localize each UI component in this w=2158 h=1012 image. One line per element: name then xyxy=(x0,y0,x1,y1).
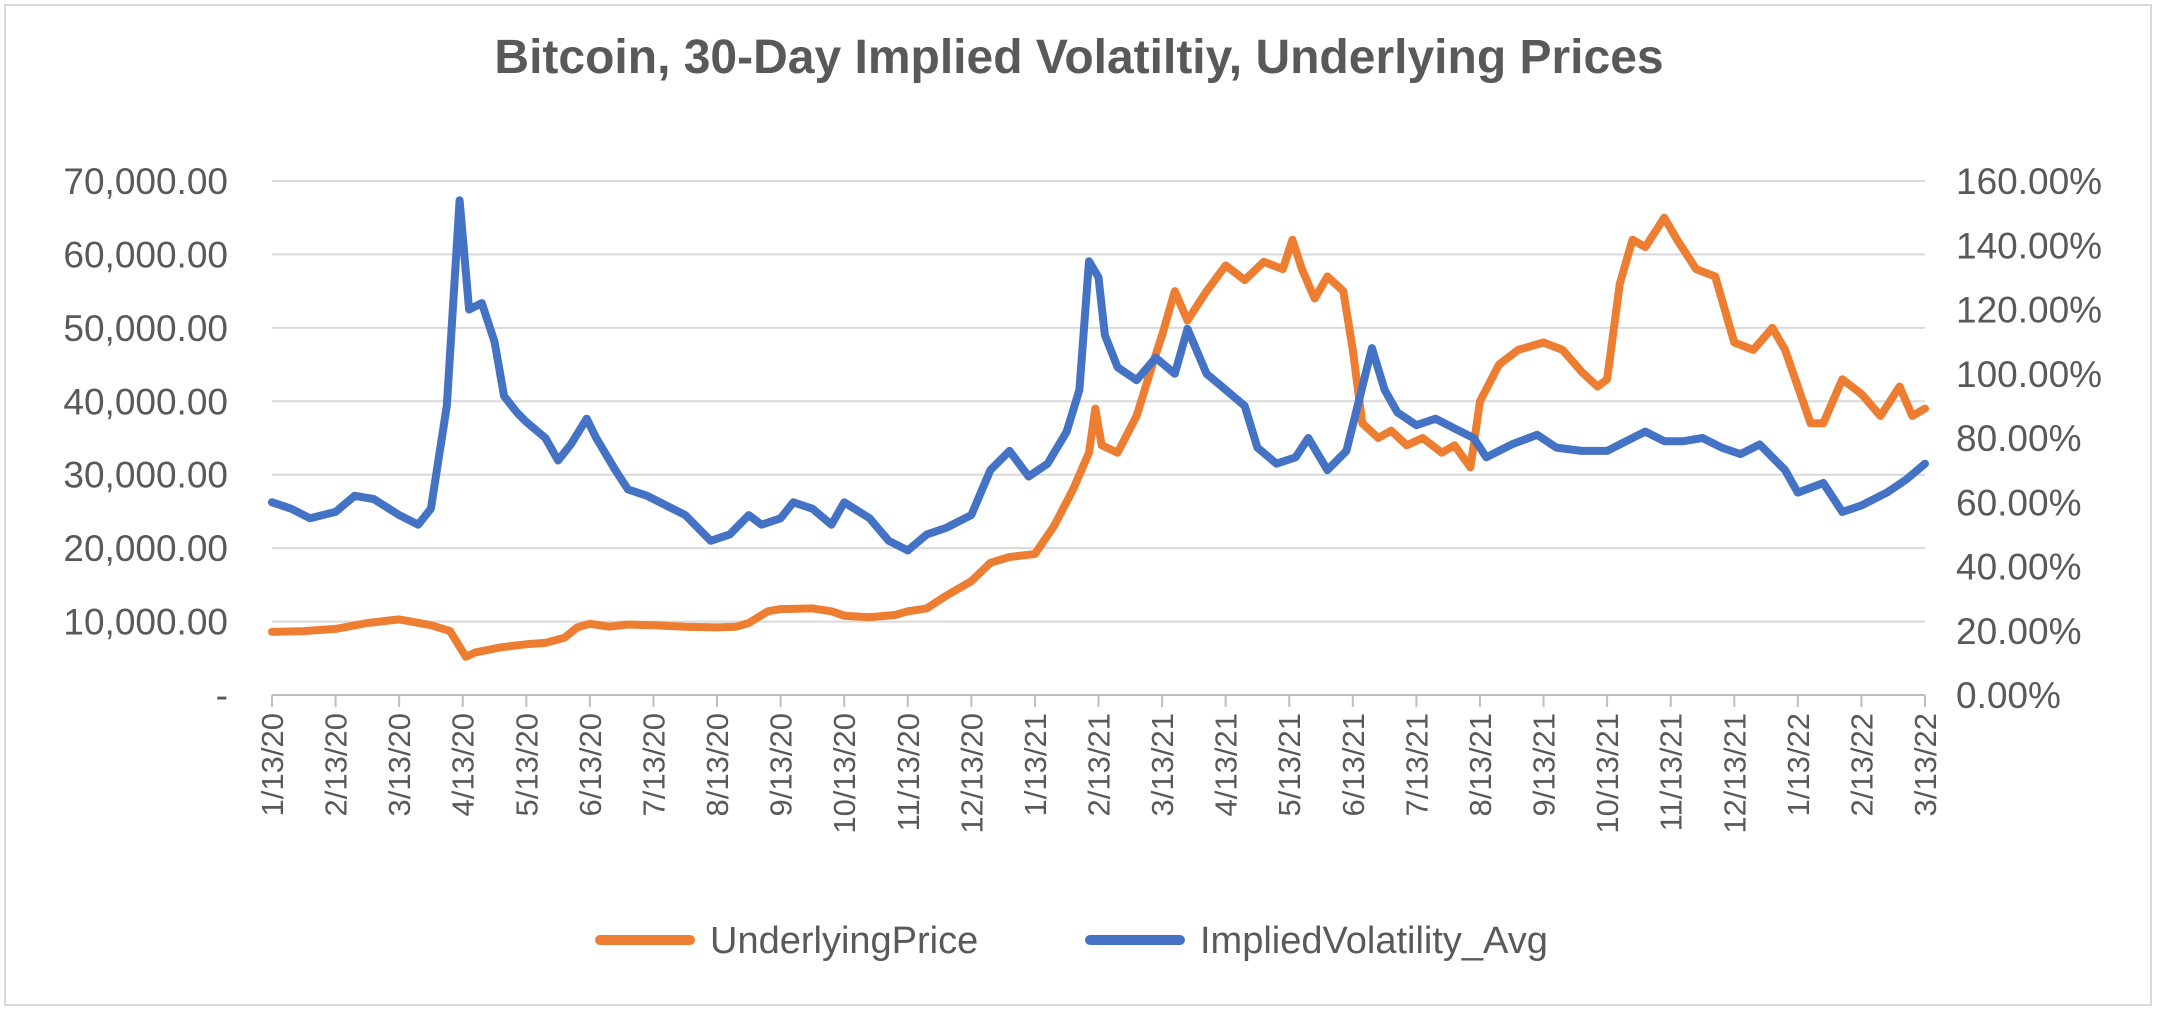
x-tick-label: 3/13/22 xyxy=(1908,713,1943,816)
series-line-UnderlyingPrice xyxy=(268,213,1929,661)
x-tick-label: 8/13/20 xyxy=(700,713,735,816)
chart-title: Bitcoin, 30-Day Implied Volatiltiy, Unde… xyxy=(494,31,1664,84)
series-layer xyxy=(268,196,1929,661)
x-tick-label: 10/13/20 xyxy=(827,713,862,834)
y-right-tick-label: 140.00% xyxy=(1956,225,2102,266)
series-line-ImpliedVolatility_Avg xyxy=(268,196,1929,555)
y-left-tick-label: 30,000.00 xyxy=(63,455,228,496)
x-tick-label: 12/13/20 xyxy=(954,713,989,834)
x-tick-label: 8/13/21 xyxy=(1463,713,1498,816)
y-left-tick-label: 60,000.00 xyxy=(63,234,228,275)
x-tick-label: 4/13/21 xyxy=(1209,713,1244,816)
y-right-tick-label: 60.00% xyxy=(1956,482,2082,523)
y-left-tick-label: - xyxy=(216,675,228,716)
x-tick-label: 2/13/20 xyxy=(319,713,354,816)
y-left-tick-label: 70,000.00 xyxy=(63,161,228,202)
y-right-tick-label: 120.00% xyxy=(1956,290,2102,331)
x-tick-label: 4/13/20 xyxy=(446,713,481,816)
x-tick-label: 2/13/21 xyxy=(1082,713,1117,816)
legend-label: UnderlyingPrice xyxy=(710,920,978,962)
x-tick-label: 2/13/22 xyxy=(1844,713,1879,816)
x-tick-label: 6/13/21 xyxy=(1336,713,1371,816)
x-tick-label: 1/13/22 xyxy=(1781,713,1816,816)
x-tick-label: 5/13/21 xyxy=(1272,713,1307,816)
y-right-tick-label: 100.00% xyxy=(1956,354,2102,395)
x-tick-label: 11/13/20 xyxy=(891,713,926,831)
x-tick-label: 7/13/20 xyxy=(636,713,671,816)
x-tick-label: 9/13/21 xyxy=(1527,713,1562,816)
x-tick-label: 1/13/21 xyxy=(1018,713,1053,816)
y-right-tick-label: 80.00% xyxy=(1956,418,2082,459)
y-left-tick-label: 40,000.00 xyxy=(63,381,228,422)
x-tick-label: 9/13/20 xyxy=(764,713,799,816)
x-tick-label: 7/13/21 xyxy=(1399,713,1434,816)
y-right-tick-label: 40.00% xyxy=(1956,547,2082,588)
x-tick-label: 3/13/21 xyxy=(1145,713,1180,816)
y-axis-right: 0.00% 20.00% 40.00% 60.00% 80.00% 100.00% 120.… xyxy=(1956,161,2102,716)
gridlines xyxy=(272,180,1925,696)
y-axis-left: - 10,000.00 20,000.00 30,000.00 40,000.00 50,… xyxy=(63,161,228,716)
y-left-tick-label: 10,000.00 xyxy=(63,602,228,643)
y-right-tick-label: 160.00% xyxy=(1956,161,2102,202)
x-tick-label: 5/13/20 xyxy=(509,713,544,816)
x-tick-label: 3/13/20 xyxy=(382,713,417,816)
x-tick-label: 11/13/21 xyxy=(1654,713,1689,831)
y-left-tick-label: 20,000.00 xyxy=(63,528,228,569)
legend-label: ImpliedVolatility_Avg xyxy=(1200,920,1548,962)
legend: UnderlyingPrice ImpliedVolatility_Avg xyxy=(595,920,1548,962)
y-right-tick-label: 0.00% xyxy=(1956,675,2061,716)
x-tick-label: 1/13/20 xyxy=(255,713,290,816)
x-tick-label: 6/13/20 xyxy=(573,713,608,816)
x-tick-label: 12/13/21 xyxy=(1717,713,1752,834)
x-axis: 1/13/20 2/13/20 3/13/20 4/13/20 5/13/20 6/13/… xyxy=(255,694,1943,834)
y-left-tick-label: 50,000.00 xyxy=(63,308,228,349)
chart-frame xyxy=(4,4,2152,1006)
x-tick-label: 10/13/21 xyxy=(1590,713,1625,834)
y-right-tick-label: 20.00% xyxy=(1956,611,2082,652)
